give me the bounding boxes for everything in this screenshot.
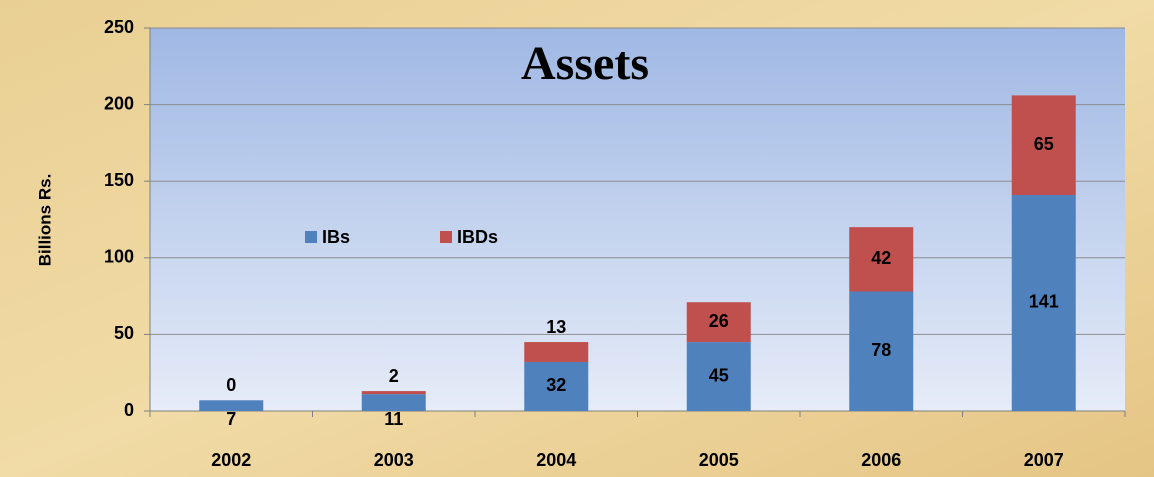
- x-tick-label: 2004: [536, 450, 576, 470]
- legend-swatch: [305, 231, 317, 243]
- x-tick-label: 2003: [374, 450, 414, 470]
- x-tick-label: 2006: [861, 450, 901, 470]
- data-label: 7: [226, 409, 236, 429]
- y-tick-label: 200: [104, 93, 134, 113]
- data-label: 11: [384, 409, 403, 429]
- x-tick-label: 2007: [1024, 450, 1064, 470]
- legend-label: IBDs: [457, 227, 498, 247]
- bar-segment: [524, 342, 589, 362]
- y-tick-label: 100: [104, 247, 134, 267]
- data-label: 0: [226, 375, 236, 395]
- y-tick-label: 0: [124, 400, 134, 420]
- bar-segment: [361, 394, 426, 411]
- chart-title: Assets: [521, 37, 649, 90]
- y-tick-label: 250: [104, 17, 134, 37]
- data-label: 26: [709, 311, 729, 331]
- data-label: 2: [389, 366, 399, 386]
- bar-segment: [849, 227, 914, 292]
- bar-segment: [1011, 95, 1076, 195]
- data-label: 45: [709, 365, 729, 385]
- data-label: 42: [871, 248, 891, 268]
- y-axis-label: Billions Rs.: [35, 174, 54, 267]
- data-label: 32: [546, 375, 566, 395]
- data-label: 78: [871, 340, 891, 360]
- x-tick-label: 2002: [211, 450, 251, 470]
- legend-label: IBs: [322, 227, 350, 247]
- plot-area: [150, 28, 1125, 411]
- bar-segment: [199, 400, 264, 411]
- x-tick-label: 2005: [699, 450, 739, 470]
- bar-segment: [1011, 194, 1076, 411]
- y-tick-label: 150: [104, 170, 134, 190]
- data-label: 65: [1034, 134, 1054, 154]
- data-label: 141: [1029, 292, 1059, 312]
- data-label: 13: [546, 317, 566, 337]
- legend-swatch: [440, 231, 452, 243]
- bar-segment: [686, 342, 751, 411]
- bar-segment: [849, 291, 914, 411]
- y-tick-label: 50: [114, 323, 134, 343]
- bar-segment: [524, 361, 589, 411]
- bar-segment: [686, 302, 751, 343]
- bar-segment: [361, 391, 426, 395]
